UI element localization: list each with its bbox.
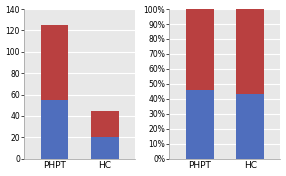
- Bar: [41, 100, 68, 159]
- Bar: [91, 137, 119, 159]
- Bar: [236, 9, 264, 94]
- Bar: [186, 90, 214, 159]
- Bar: [91, 111, 119, 137]
- Bar: [186, 9, 214, 90]
- Bar: [236, 94, 264, 159]
- Bar: [41, 25, 68, 100]
